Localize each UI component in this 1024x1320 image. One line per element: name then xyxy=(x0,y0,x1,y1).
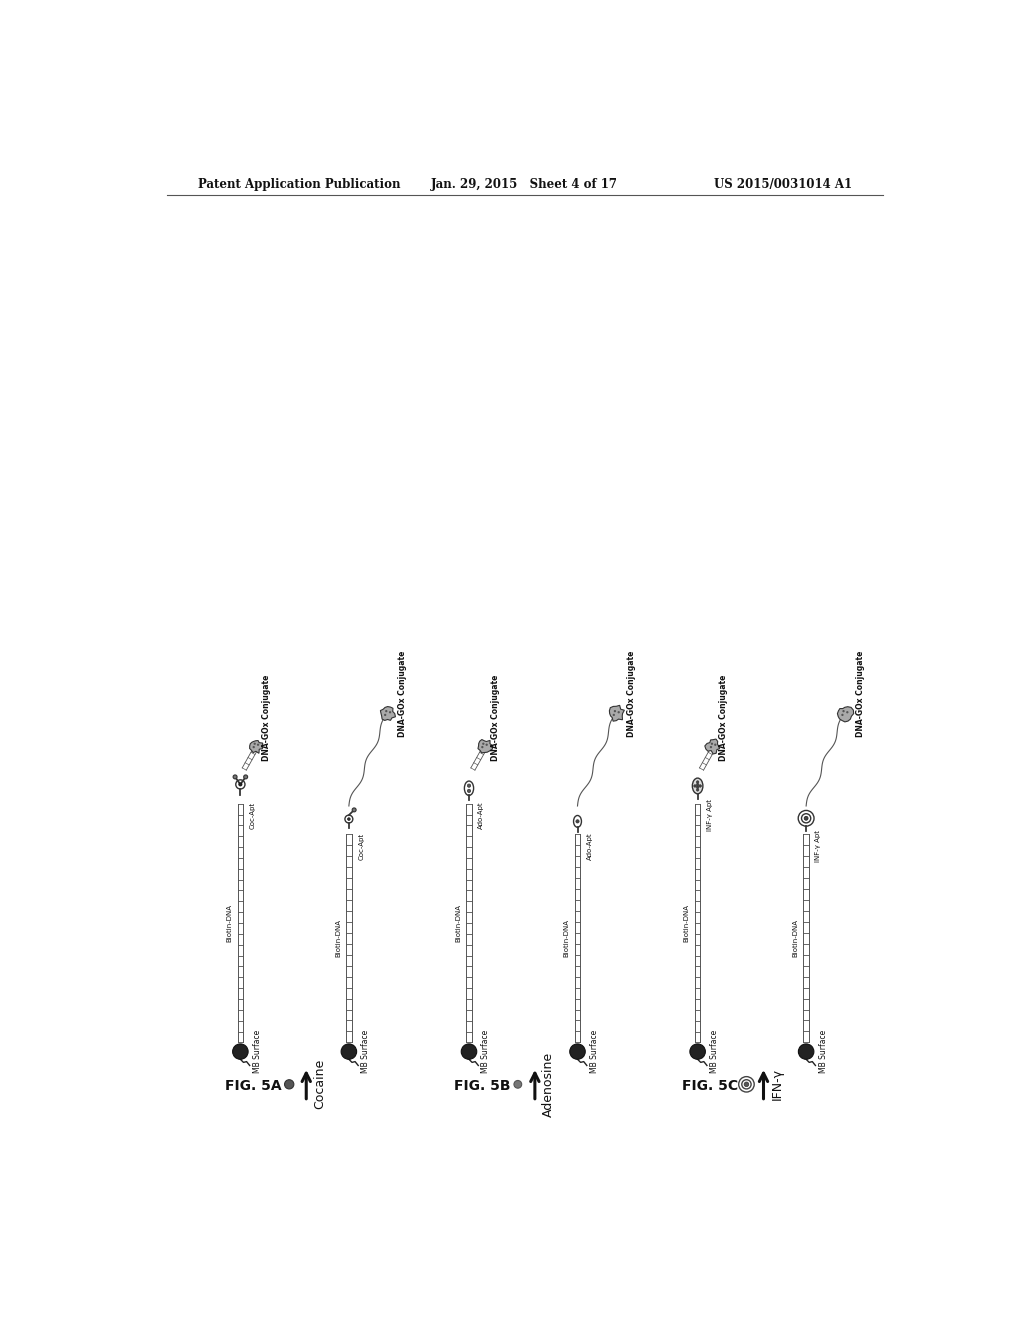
Circle shape xyxy=(696,788,699,791)
Circle shape xyxy=(699,784,701,787)
Circle shape xyxy=(613,710,616,713)
Text: Cocaine: Cocaine xyxy=(313,1059,327,1109)
Circle shape xyxy=(481,746,483,748)
Text: MB Surface: MB Surface xyxy=(710,1030,719,1073)
Circle shape xyxy=(690,1044,706,1059)
Circle shape xyxy=(352,808,356,812)
Text: IFN-γ: IFN-γ xyxy=(770,1068,783,1101)
Text: MB Surface: MB Surface xyxy=(361,1030,371,1073)
Circle shape xyxy=(482,743,484,744)
Circle shape xyxy=(385,710,387,713)
Circle shape xyxy=(693,784,696,787)
Text: FIG. 5B: FIG. 5B xyxy=(454,1078,510,1093)
Text: Biotin-DNA: Biotin-DNA xyxy=(684,904,690,942)
Polygon shape xyxy=(380,706,395,721)
Text: MB Surface: MB Surface xyxy=(253,1030,262,1073)
Text: FIG. 5A: FIG. 5A xyxy=(225,1078,282,1093)
Text: DNA-GOx Conjugate: DNA-GOx Conjugate xyxy=(719,675,728,762)
Circle shape xyxy=(341,1044,356,1059)
Circle shape xyxy=(843,710,845,713)
Text: MB Surface: MB Surface xyxy=(590,1030,599,1073)
Circle shape xyxy=(239,783,242,785)
Circle shape xyxy=(710,746,712,748)
Circle shape xyxy=(569,1044,586,1059)
Text: Ado-Apt: Ado-Apt xyxy=(478,801,484,829)
Text: Biotin-DNA: Biotin-DNA xyxy=(226,904,232,942)
Text: DNA-GOx Conjugate: DNA-GOx Conjugate xyxy=(856,651,864,737)
Circle shape xyxy=(347,818,350,820)
Ellipse shape xyxy=(692,777,702,793)
Circle shape xyxy=(257,743,259,746)
Text: Biotin-DNA: Biotin-DNA xyxy=(335,920,341,957)
Polygon shape xyxy=(705,739,720,754)
Circle shape xyxy=(846,711,849,713)
Text: Biotin-DNA: Biotin-DNA xyxy=(563,920,569,957)
Text: Coc-Apt: Coc-Apt xyxy=(250,801,256,829)
Circle shape xyxy=(467,789,471,792)
Circle shape xyxy=(804,816,808,820)
Text: INF-γ Apt: INF-γ Apt xyxy=(815,830,821,862)
Circle shape xyxy=(696,783,699,785)
Text: Coc-Apt: Coc-Apt xyxy=(358,833,365,859)
Circle shape xyxy=(232,1044,248,1059)
Polygon shape xyxy=(478,739,493,752)
Text: DNA-GOx Conjugate: DNA-GOx Conjugate xyxy=(627,651,636,737)
Text: Ado-Apt: Ado-Apt xyxy=(587,832,593,859)
Circle shape xyxy=(485,743,487,746)
Text: US 2015/0031014 A1: US 2015/0031014 A1 xyxy=(714,178,852,191)
Circle shape xyxy=(384,714,386,715)
Text: MB Surface: MB Surface xyxy=(818,1030,827,1073)
Text: MB Surface: MB Surface xyxy=(481,1030,490,1073)
Text: FIG. 5C: FIG. 5C xyxy=(682,1078,738,1093)
Polygon shape xyxy=(838,706,854,722)
Text: Jan. 29, 2015   Sheet 4 of 17: Jan. 29, 2015 Sheet 4 of 17 xyxy=(431,178,618,191)
Circle shape xyxy=(612,714,615,715)
Circle shape xyxy=(696,785,699,788)
Circle shape xyxy=(461,1044,477,1059)
Circle shape xyxy=(253,746,255,748)
Circle shape xyxy=(514,1081,521,1088)
Text: DNA-GOx Conjugate: DNA-GOx Conjugate xyxy=(398,651,408,737)
Text: Adenosine: Adenosine xyxy=(542,1052,555,1117)
Circle shape xyxy=(389,711,391,713)
Circle shape xyxy=(244,775,248,779)
Circle shape xyxy=(617,711,620,713)
Circle shape xyxy=(799,1044,814,1059)
Text: DNA-GOx Conjugate: DNA-GOx Conjugate xyxy=(490,675,500,762)
Text: Biotin-DNA: Biotin-DNA xyxy=(455,904,461,942)
Circle shape xyxy=(744,1082,749,1086)
Text: Biotin-DNA: Biotin-DNA xyxy=(793,920,799,957)
Polygon shape xyxy=(250,741,263,754)
Text: Patent Application Publication: Patent Application Publication xyxy=(198,178,400,191)
Circle shape xyxy=(711,743,713,744)
Circle shape xyxy=(285,1080,294,1089)
Circle shape xyxy=(233,775,238,779)
Text: DNA-GOx Conjugate: DNA-GOx Conjugate xyxy=(262,675,271,762)
Circle shape xyxy=(842,714,844,715)
Polygon shape xyxy=(609,705,625,721)
Text: INF-γ Apt: INF-γ Apt xyxy=(707,799,713,832)
Circle shape xyxy=(575,820,580,822)
Circle shape xyxy=(696,780,699,783)
Circle shape xyxy=(714,743,717,746)
Circle shape xyxy=(467,784,471,787)
Circle shape xyxy=(254,743,256,744)
